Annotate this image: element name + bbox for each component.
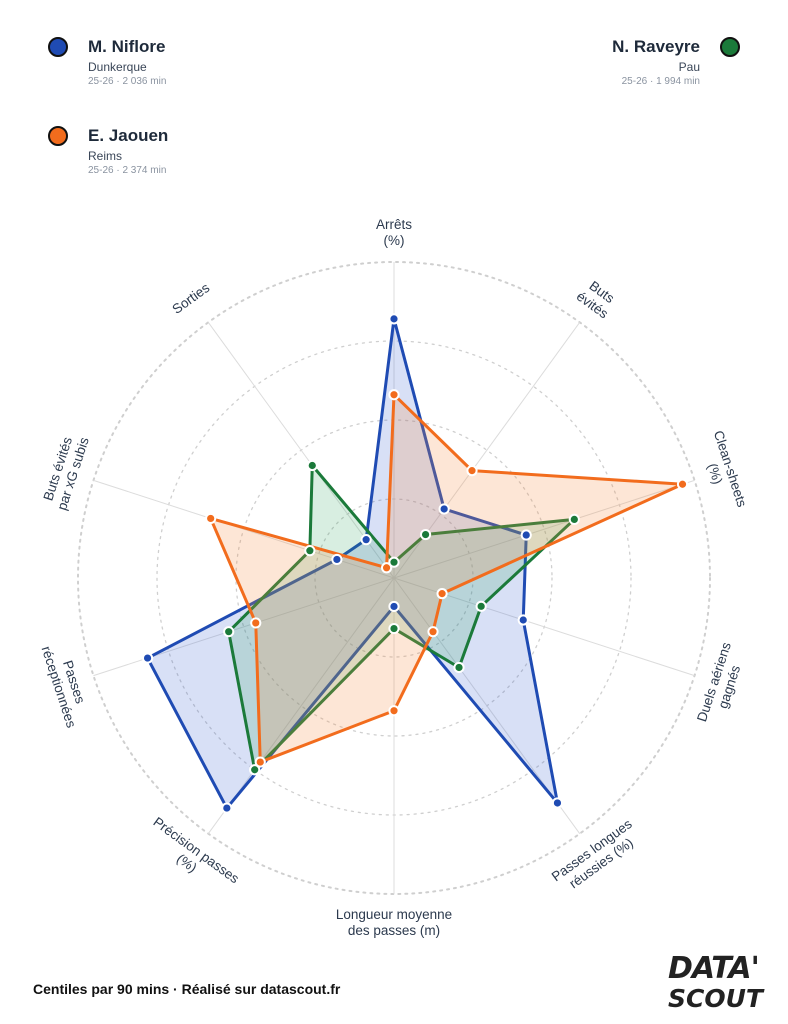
data-point <box>427 626 439 638</box>
axis-label-line: Sorties <box>169 280 212 317</box>
data-point <box>438 503 450 515</box>
grid-spoke <box>393 479 695 579</box>
axis-label: Longueur moyenne des passes (m) <box>336 907 452 938</box>
legend-marker-icon <box>48 126 68 146</box>
data-point <box>551 797 564 809</box>
data-point <box>360 534 372 546</box>
data-point <box>254 756 266 768</box>
axis-label-line: (%) <box>384 233 405 248</box>
data-point <box>388 389 400 401</box>
player-meta: 25-26 · 1 994 min <box>621 76 700 87</box>
data-point <box>388 313 400 325</box>
data-point <box>205 512 217 525</box>
data-point <box>304 545 316 557</box>
data-point <box>249 764 261 776</box>
data-point <box>517 614 529 626</box>
legend-marker-icon <box>48 37 68 57</box>
data-point <box>520 529 532 541</box>
data-point <box>331 553 343 566</box>
axis-label-line: Arrêts <box>376 217 412 232</box>
data-point <box>388 600 400 613</box>
axis-label: Précision passes(%) <box>141 814 242 899</box>
logo-line-2: SCOUT <box>668 984 763 1013</box>
data-point <box>250 617 262 629</box>
data-point <box>306 459 318 472</box>
axis-label: Passes longuesréussies (%) <box>549 816 645 897</box>
footer-caption: Centiles par 90 mins · Réalisé sur datas… <box>33 981 341 997</box>
radar-series <box>146 317 685 810</box>
series-polygon-3 <box>209 393 685 764</box>
data-point <box>475 600 487 612</box>
player-club: Dunkerque <box>88 60 147 74</box>
data-point <box>141 652 154 664</box>
player-name: N. Raveyre <box>612 37 700 56</box>
axis-label: Duels aériensgagnés <box>694 640 749 728</box>
data-point <box>676 478 689 490</box>
legend-marker-icon <box>720 37 740 57</box>
axis-label-line: Longueur moyenne <box>336 907 452 922</box>
data-point <box>568 513 580 526</box>
data-point <box>380 562 393 574</box>
data-point <box>466 465 478 477</box>
player-meta: 25-26 · 2 374 min <box>88 165 167 176</box>
data-point <box>388 622 400 635</box>
data-point <box>388 705 400 717</box>
axis-label: Clean-sheets(%) <box>696 429 750 514</box>
data-point <box>221 802 233 814</box>
player-name: E. Jaouen <box>88 126 169 145</box>
player-name: M. Niflore <box>88 37 166 56</box>
axis-label-line: (%) <box>705 461 726 486</box>
player-meta: 25-26 · 2 036 min <box>88 76 167 87</box>
data-point <box>388 556 400 568</box>
player-club: Reims <box>88 149 123 163</box>
player-club: Pau <box>678 60 700 74</box>
data-point <box>436 588 448 600</box>
axis-label: Buts évitéspar xG subis <box>39 430 92 512</box>
axis-label: Sorties <box>169 280 212 317</box>
data-point <box>419 528 432 541</box>
axis-label: Butsévités <box>574 275 621 321</box>
data-point <box>223 626 235 638</box>
logo-line-1: DATA' <box>668 951 760 986</box>
data-point <box>453 661 465 674</box>
axis-label: Arrêts (%) <box>376 217 412 248</box>
datascout-logo: DATA' SCOUT <box>668 954 764 1016</box>
axis-label-line: des passes (m) <box>348 923 440 938</box>
radar-points <box>141 313 689 814</box>
